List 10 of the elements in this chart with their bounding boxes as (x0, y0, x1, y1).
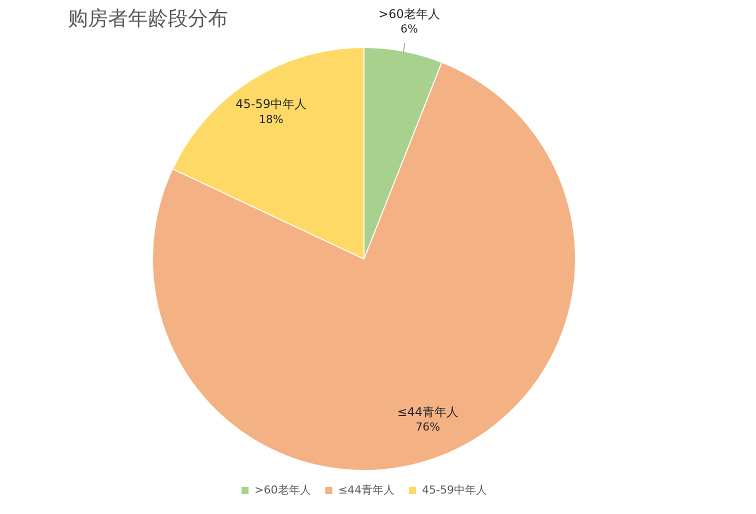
data-label: 6% (400, 22, 418, 36)
legend-label: >60老年人 (254, 483, 311, 496)
slice-label: ≤44青年人 (397, 404, 459, 419)
slice-label: >60老年人 (378, 6, 440, 21)
data-label: 76% (416, 420, 440, 434)
data-label: 18% (258, 112, 284, 126)
legend-label: ≤44青年人 (338, 483, 394, 496)
legend-label: 45-59中年人 (422, 483, 487, 496)
chart-title: 购房者年龄段分布 (68, 6, 228, 30)
slice-label: 45-59中年人 (236, 97, 307, 112)
